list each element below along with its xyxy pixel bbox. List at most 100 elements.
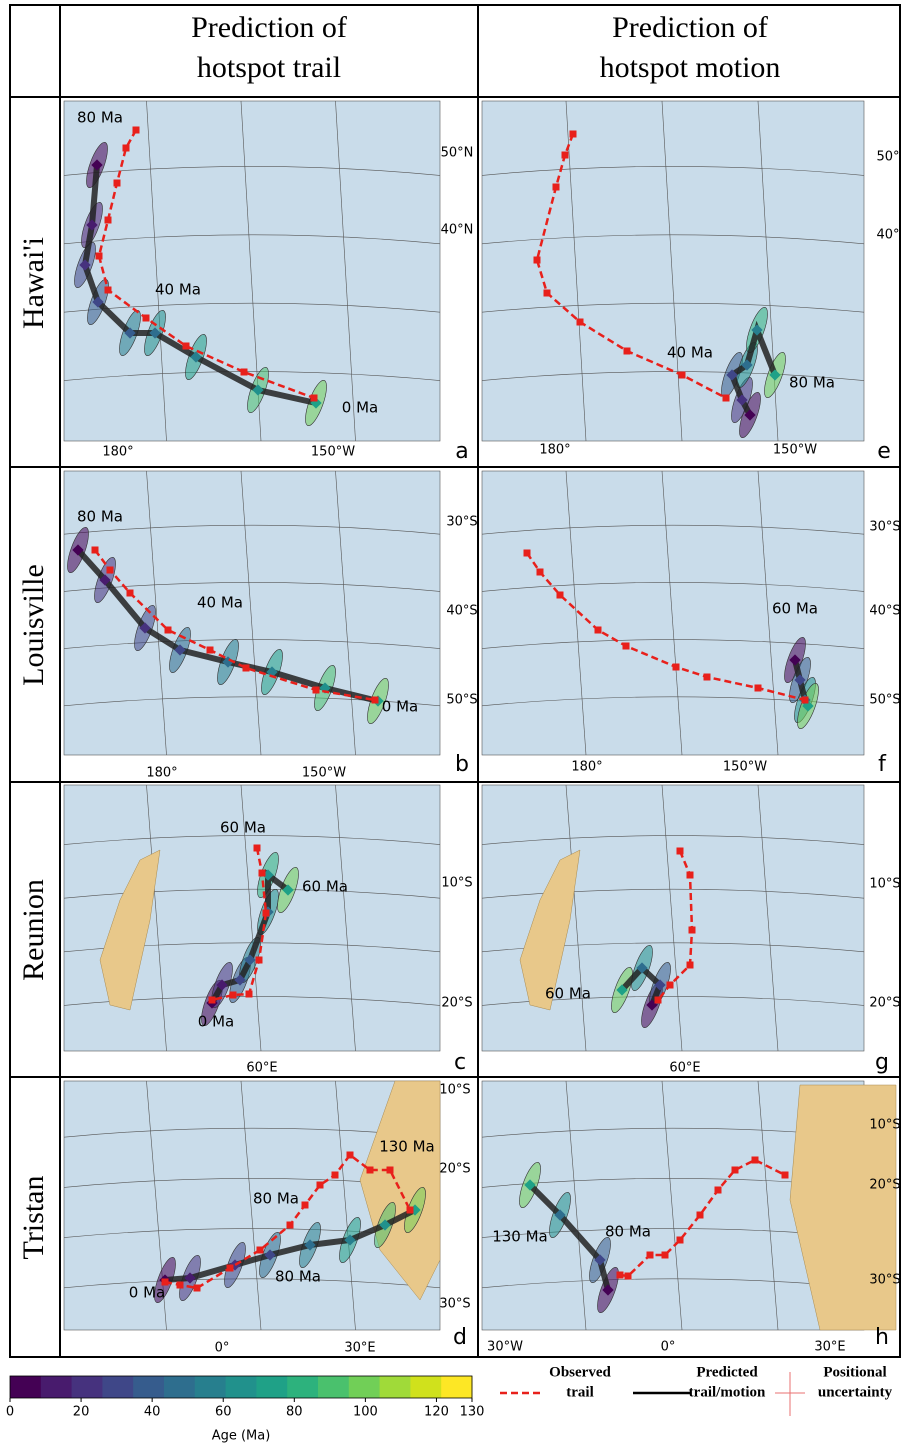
lat-label: 30°S (869, 520, 900, 535)
legend-label: Observed (549, 1364, 611, 1380)
lat-label: 10°S (439, 1083, 470, 1098)
observed-point (667, 982, 674, 989)
lon-label: 180° (539, 443, 570, 458)
colorbar-segment (195, 1376, 226, 1398)
lat-label: 10°S (441, 876, 472, 891)
annotation: 80 Ma (789, 374, 835, 392)
lat-label: 50°N (441, 146, 474, 161)
observed-point (123, 145, 130, 152)
annotation: 80 Ma (605, 1223, 651, 1241)
observed-point (127, 590, 134, 597)
lat-label: 10°S (869, 877, 900, 892)
colorbar-tick-label: 20 (73, 1405, 90, 1420)
observed-point (544, 290, 551, 297)
lon-label: 60°E (669, 1061, 700, 1076)
observed-point (752, 1157, 759, 1164)
lat-label: 40° (876, 228, 899, 243)
legend-label: trail/motion (689, 1384, 766, 1400)
observed-point (689, 927, 696, 934)
observed-point (243, 665, 250, 672)
observed-point (313, 687, 320, 694)
lon-label: 150°W (723, 760, 767, 775)
row-label: Hawai'i (17, 237, 50, 329)
lat-label: 50°S (869, 693, 900, 708)
observed-point (677, 848, 684, 855)
figure: Prediction ofhotspot trailPrediction ofh… (0, 0, 905, 1449)
lon-label: 30°W (487, 1340, 523, 1355)
colorbar-tick-label: 120 (424, 1405, 449, 1420)
observed-point (655, 997, 662, 1004)
colorbar-segment (380, 1376, 411, 1398)
annotation: 0 Ma (198, 1013, 234, 1031)
observed-point (207, 647, 214, 654)
observed-point (107, 567, 114, 574)
observed-point (662, 1252, 669, 1259)
lat-label: 40°S (446, 604, 477, 619)
observed-point (553, 184, 560, 191)
observed-point (723, 395, 730, 402)
panel-letter: f (878, 752, 887, 777)
colorbar-segment (102, 1376, 133, 1398)
lat-label: 50°S (446, 693, 477, 708)
lon-label: 0° (661, 1340, 676, 1355)
observed-point (407, 1207, 414, 1214)
annotation: 80 Ma (253, 1190, 299, 1208)
observed-point (227, 1265, 234, 1272)
panel-letter: b (455, 752, 469, 777)
observed-point (257, 1247, 264, 1254)
observed-point (534, 257, 541, 264)
lon-label: 180° (146, 766, 177, 781)
colorbar-segment (410, 1376, 441, 1398)
column-header: Prediction of (612, 11, 768, 44)
annotation: 130 Ma (492, 1228, 548, 1246)
observed-point (256, 957, 263, 964)
legend-label: Predicted (696, 1364, 758, 1380)
annotation: 60 Ma (772, 600, 818, 618)
observed-point (687, 872, 694, 879)
observed-point (524, 550, 531, 557)
observed-point (557, 592, 564, 599)
lat-label: 20°S (439, 1162, 470, 1177)
observed-point (133, 127, 140, 134)
observed-point (755, 685, 762, 692)
observed-point (259, 870, 266, 877)
observed-point (311, 395, 318, 402)
observed-point (254, 845, 261, 852)
colorbar-segment (226, 1376, 257, 1398)
lon-label: 30°E (814, 1340, 845, 1355)
annotation: 40 Ma (155, 281, 201, 299)
observed-point (577, 319, 584, 326)
lat-label: 30°S (446, 515, 477, 530)
lon-label: 150°W (302, 766, 346, 781)
lon-label: 0° (215, 1341, 230, 1356)
colorbar-tick-label: 60 (215, 1405, 232, 1420)
lat-label: 30°S (439, 1297, 470, 1312)
observed-point (624, 348, 631, 355)
observed-point (105, 287, 112, 294)
panel-letter: c (454, 1050, 466, 1075)
observed-point (302, 1202, 309, 1209)
lat-label: 30°S (869, 1273, 900, 1288)
colorbar-segment (164, 1376, 195, 1398)
colorbar-tick-label: 130 (460, 1405, 485, 1420)
observed-point (697, 1212, 704, 1219)
lat-label: 50° (876, 150, 899, 165)
observed-point (263, 910, 270, 917)
colorbar-segment (287, 1376, 318, 1398)
observed-point (96, 253, 103, 260)
colorbar-segment (10, 1376, 41, 1398)
observed-point (570, 131, 577, 138)
observed-point (332, 1172, 339, 1179)
observed-point (617, 1272, 624, 1279)
observed-point (230, 992, 237, 999)
observed-point (165, 627, 172, 634)
lat-label: 10°S (869, 1118, 900, 1133)
annotation: 130 Ma (379, 1138, 435, 1156)
lon-label: 150°W (311, 445, 355, 460)
observed-point (647, 1252, 654, 1259)
panel-letter: e (877, 439, 891, 464)
annotation: 60 Ma (545, 985, 591, 1003)
lon-label: 150°W (773, 443, 817, 458)
observed-point (623, 643, 630, 650)
observed-point (537, 569, 544, 576)
